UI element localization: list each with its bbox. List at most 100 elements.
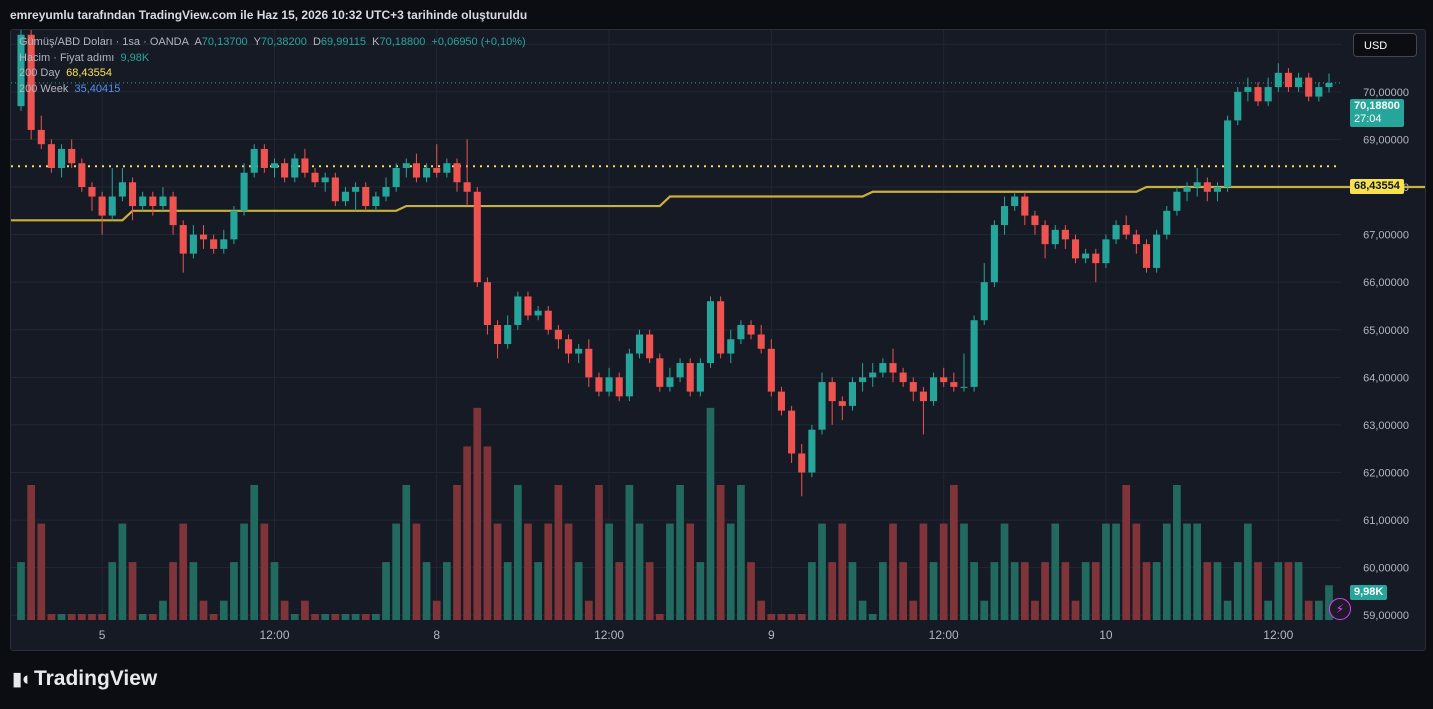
last-price-value: 70,18800 — [1354, 100, 1400, 112]
candle-body — [889, 363, 897, 373]
candle-body — [828, 382, 836, 402]
volume-bar — [473, 407, 482, 620]
volume-bar — [919, 523, 928, 620]
volume-bar — [1274, 562, 1283, 620]
volume-bar — [777, 614, 786, 620]
legend-close-value: 70,18800 — [379, 36, 426, 48]
volume-bar — [1112, 523, 1120, 620]
candle-body — [676, 363, 684, 378]
y-tick-label: 66,00000 — [1363, 277, 1409, 289]
candle-body — [402, 163, 410, 168]
legend-open-value: 70,13700 — [201, 36, 248, 48]
bar-countdown: 27:04 — [1354, 113, 1382, 125]
candle-body — [1315, 87, 1323, 97]
candle-body — [494, 325, 502, 345]
candle-body — [585, 348, 593, 378]
candle-body — [1173, 191, 1181, 211]
legend-ma200-day-row[interactable]: 200 Day 68,43554 — [19, 66, 526, 82]
volume-bar — [1020, 562, 1029, 620]
volume-bar — [321, 614, 330, 620]
candle-body — [1122, 225, 1130, 235]
candle-body — [1021, 196, 1029, 216]
candle-body — [1213, 187, 1222, 192]
volume-bar — [453, 485, 461, 620]
volume-bar — [98, 614, 106, 620]
x-tick-label: 8 — [433, 628, 440, 642]
chart-panel[interactable]: 71,0000070,0000069,0000068,0000067,00000… — [10, 29, 1426, 651]
volume-bar — [422, 562, 431, 620]
volume-bar — [118, 523, 127, 620]
volume-bar — [706, 407, 715, 620]
legend-volume-row[interactable]: Hacim · Fiyat adımı 9,98K — [19, 51, 526, 67]
x-tick-label: 12:00 — [259, 628, 289, 642]
candle-body — [311, 172, 319, 183]
candle-body — [1234, 91, 1242, 121]
candle-body — [78, 163, 86, 188]
volume-bar — [990, 562, 999, 620]
volume-bar — [797, 614, 806, 620]
candle-body — [747, 325, 755, 335]
legend-ma200-week-row[interactable]: 200 Week 35,40415 — [19, 82, 526, 98]
volume-bar — [625, 485, 634, 620]
candle-body — [635, 334, 644, 354]
candlestick-chart[interactable]: 71,0000070,0000069,0000068,0000067,00000… — [11, 30, 1425, 650]
volume-bar — [1122, 485, 1131, 620]
volume-bar — [808, 562, 816, 620]
volume-bar — [767, 614, 776, 620]
volume-bar — [970, 562, 978, 620]
volume-bar — [1041, 562, 1049, 620]
candle-body — [767, 348, 775, 392]
candle-body — [443, 163, 451, 173]
candle-body — [1132, 234, 1140, 245]
candle-body — [1254, 87, 1262, 102]
legend-open-label: A — [194, 36, 202, 48]
candle-body — [798, 453, 806, 473]
candle-body — [473, 191, 481, 283]
volume-bar — [27, 485, 35, 620]
candle-body — [757, 334, 765, 349]
currency-button[interactable]: USD — [1353, 33, 1417, 57]
legend-symbol[interactable]: Gümüş/ABD Doları · 1sa · OANDA — [19, 36, 189, 48]
candle-body — [575, 348, 583, 354]
volume-bar — [747, 562, 755, 620]
candle-body — [1305, 77, 1313, 97]
volume-bar — [301, 600, 309, 620]
x-tick-label: 9 — [768, 628, 775, 642]
volume-bar — [432, 600, 441, 620]
candle-body — [149, 196, 157, 207]
candle-body — [1153, 234, 1161, 268]
volume-bar — [838, 523, 847, 620]
candle-body — [47, 144, 55, 168]
candle-body — [544, 310, 552, 330]
candle-body — [159, 196, 167, 207]
legend-volume-value: 9,98K — [120, 51, 150, 64]
volume-bar — [483, 446, 492, 620]
volume-bar — [1264, 600, 1273, 620]
candle-body — [291, 158, 299, 178]
candle-body — [1183, 187, 1191, 192]
volume-bar — [848, 562, 857, 620]
candle-body — [1071, 239, 1080, 259]
volume-bar — [737, 485, 745, 620]
candle-body — [605, 377, 613, 392]
x-tick-label: 12:00 — [594, 628, 624, 642]
candle-body — [118, 182, 126, 197]
tradingview-logo-icon: ▮◖ — [12, 668, 31, 690]
volume-bar — [1233, 562, 1242, 620]
legend-change: +0,06950 (+0,10%) — [431, 36, 526, 48]
candle-body — [27, 34, 35, 130]
tradingview-logo[interactable]: ▮◖ TradingView — [12, 667, 157, 691]
y-tick-label: 63,00000 — [1363, 420, 1409, 432]
volume-bar — [909, 600, 918, 620]
volume-bar — [1304, 600, 1313, 620]
candle-body — [270, 163, 279, 168]
candle-body — [1031, 215, 1039, 226]
candle-body — [615, 377, 623, 397]
candle-body — [220, 239, 228, 249]
candle-body — [240, 172, 248, 211]
volume-bar — [757, 600, 766, 620]
volume-bar — [260, 523, 269, 620]
volume-bar — [868, 614, 877, 620]
volume-bar — [280, 600, 289, 620]
lightning-icon[interactable]: ⚡ — [1329, 598, 1351, 620]
